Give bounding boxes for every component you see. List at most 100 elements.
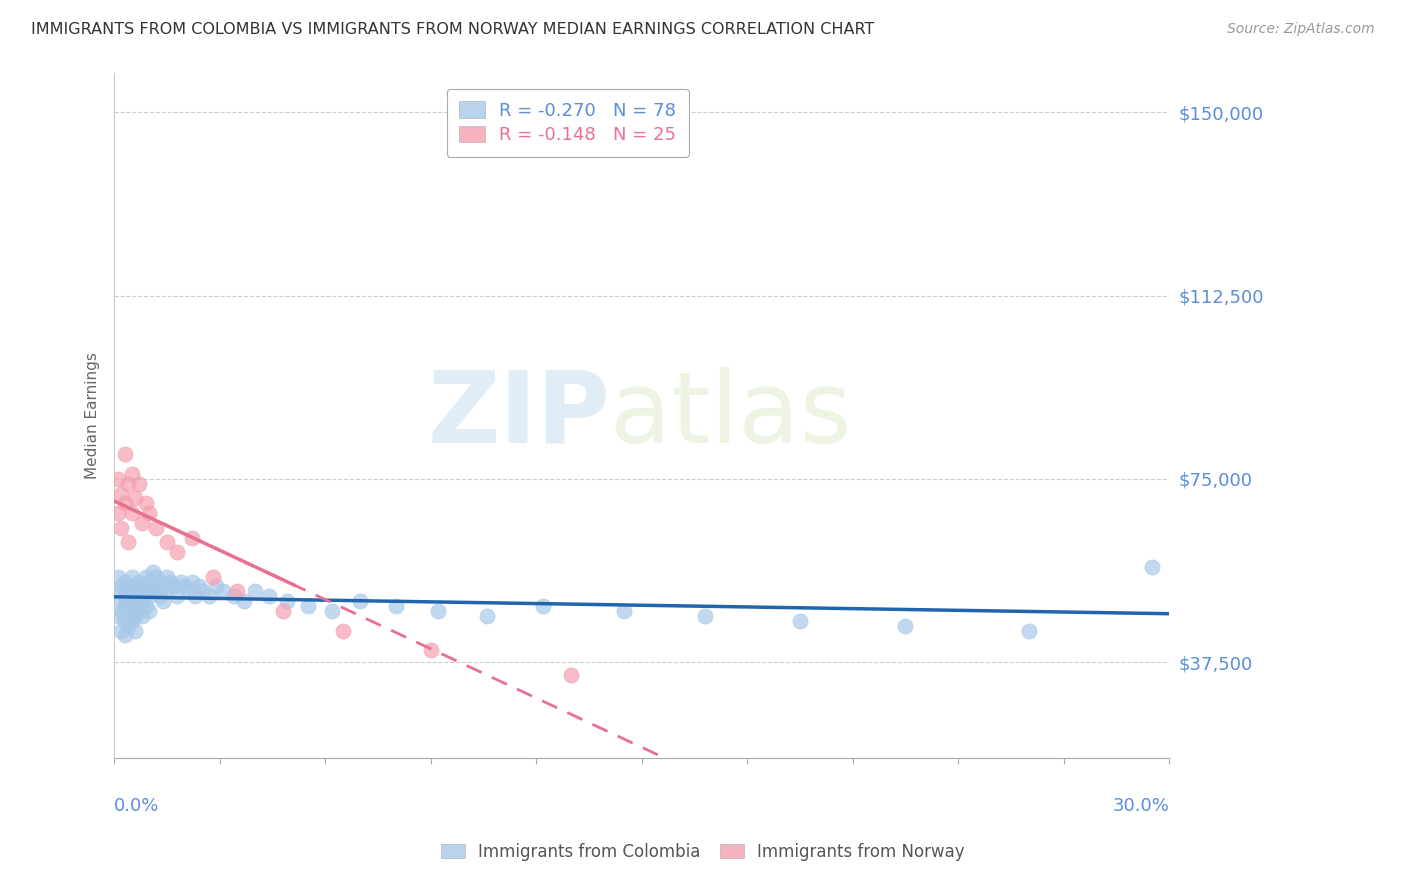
Point [107,608,129,623]
Point [257,589,280,603]
Point [384,599,406,613]
Point [159,574,181,589]
Point [135,570,157,584]
Point [135,496,157,510]
Point [121,506,143,520]
Point [531,599,554,613]
Point [135,584,157,599]
Text: 0.0%: 0.0% [114,797,159,814]
Point [276,594,298,608]
Point [114,589,136,603]
Legend: R = -0.270   N = 78, R = -0.148   N = 25: R = -0.270 N = 78, R = -0.148 N = 25 [447,89,689,157]
Point [107,506,129,520]
Point [117,535,139,549]
Point [1140,560,1163,574]
Point [613,604,636,618]
Point [349,594,371,608]
Point [180,574,202,589]
Point [124,624,146,638]
Point [233,594,256,608]
Y-axis label: Median Earnings: Median Earnings [86,351,100,479]
Point [121,570,143,584]
Point [110,594,132,608]
Point [124,608,146,623]
Point [475,608,498,623]
Point [145,521,167,535]
Point [205,580,228,594]
Point [114,447,136,461]
Point [124,594,146,608]
Point [110,580,132,594]
Point [110,624,132,638]
Point [131,580,153,594]
Point [145,570,167,584]
Text: ZIP: ZIP [427,367,610,464]
Point [332,624,354,638]
Point [107,584,129,599]
Point [117,476,139,491]
Point [187,580,209,594]
Point [131,608,153,623]
Point [152,594,174,608]
Point [114,574,136,589]
Point [142,580,165,594]
Text: atlas: atlas [610,367,852,464]
Point [114,614,136,628]
Point [124,584,146,599]
Point [135,599,157,613]
Text: IMMIGRANTS FROM COLOMBIA VS IMMIGRANTS FROM NORWAY MEDIAN EARNINGS CORRELATION C: IMMIGRANTS FROM COLOMBIA VS IMMIGRANTS F… [31,22,875,37]
Point [321,604,343,618]
Point [191,584,214,599]
Point [110,486,132,500]
Point [121,589,143,603]
Point [138,589,160,603]
Point [131,516,153,530]
Point [149,589,172,603]
Point [121,580,143,594]
Point [156,570,179,584]
Point [419,643,441,657]
Point [107,472,129,486]
Point [198,589,221,603]
Point [117,594,139,608]
Point [693,608,716,623]
Point [110,604,132,618]
Point [149,574,172,589]
Point [560,667,582,681]
Point [212,584,235,599]
Point [166,545,188,559]
Point [156,535,179,549]
Point [128,589,150,603]
Point [114,599,136,613]
Point [138,574,160,589]
Point [121,614,143,628]
Point [156,584,179,599]
Point [131,594,153,608]
Point [114,496,136,510]
Point [222,589,245,603]
Point [138,506,160,520]
Point [170,574,193,589]
Point [128,574,150,589]
Point [117,608,139,623]
Point [173,580,195,594]
Point [121,604,143,618]
Point [142,565,165,579]
Point [110,521,132,535]
Text: Source: ZipAtlas.com: Source: ZipAtlas.com [1227,22,1375,37]
Point [152,580,174,594]
Point [117,584,139,599]
Point [271,604,294,618]
Point [128,604,150,618]
Point [1018,624,1040,638]
Point [789,614,811,628]
Point [114,628,136,642]
Point [107,570,129,584]
Point [177,584,200,599]
Point [426,604,449,618]
Point [163,580,186,594]
Point [894,618,917,632]
Point [128,476,150,491]
Point [117,618,139,632]
Point [201,570,224,584]
